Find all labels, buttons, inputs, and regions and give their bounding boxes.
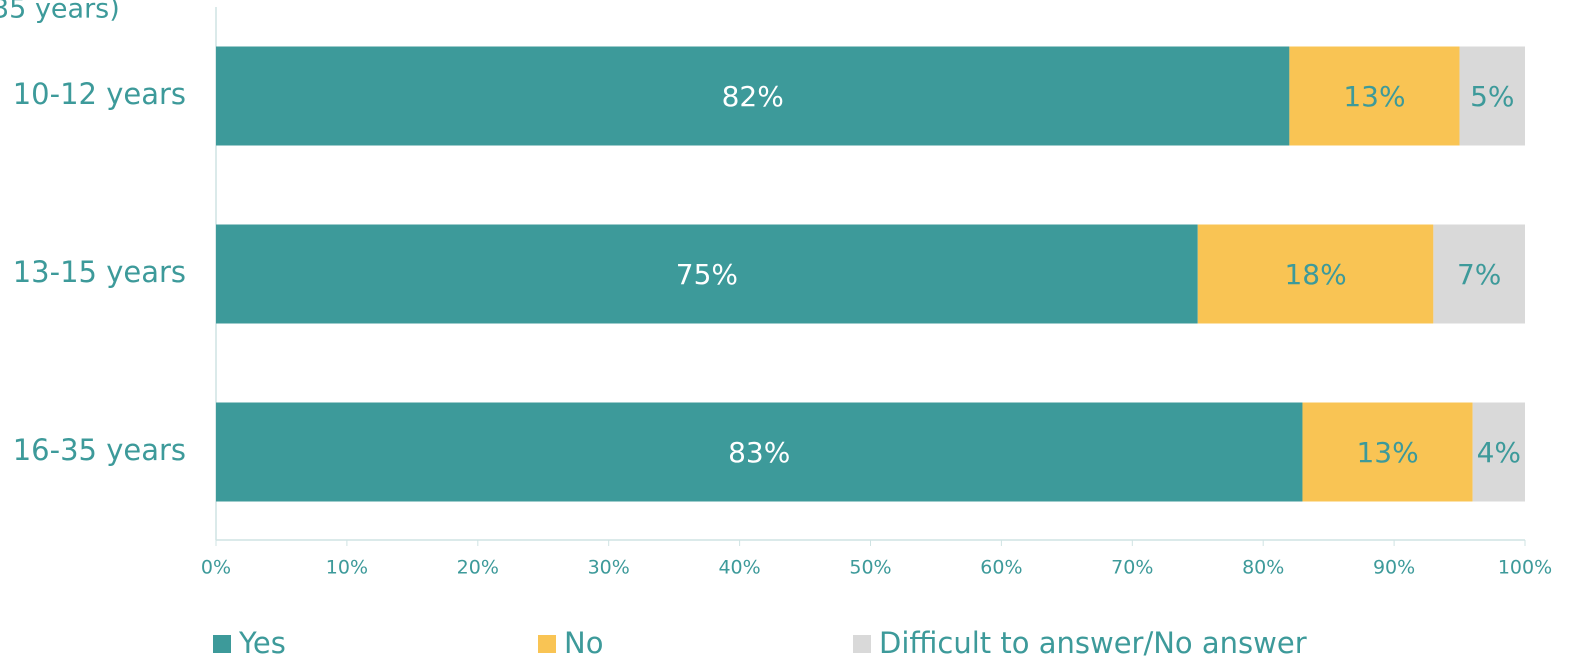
data-label: 5% bbox=[1470, 80, 1514, 113]
x-tick-label: 100% bbox=[1498, 557, 1552, 579]
legend-swatch bbox=[538, 635, 556, 653]
bar-segment bbox=[216, 402, 1303, 502]
x-tick-label: 20% bbox=[457, 557, 499, 579]
y-tick-label: 13-15 years bbox=[13, 255, 186, 289]
chart-subtitle: 35 years) bbox=[0, 0, 120, 25]
x-tick-label: 70% bbox=[1111, 557, 1153, 579]
data-label: 83% bbox=[728, 436, 790, 469]
legend-label: No bbox=[564, 626, 603, 660]
bar-segment bbox=[1433, 224, 1525, 324]
data-label: 7% bbox=[1457, 258, 1501, 291]
bar-segment bbox=[216, 224, 1198, 324]
x-tick-label: 30% bbox=[588, 557, 630, 579]
bar-segment bbox=[1302, 402, 1473, 502]
data-label: 18% bbox=[1284, 258, 1346, 291]
x-tick-label: 0% bbox=[201, 557, 231, 579]
bar-segment bbox=[1472, 402, 1525, 502]
y-tick-label: 10-12 years bbox=[13, 77, 186, 111]
bar-segment bbox=[216, 46, 1290, 146]
x-tick-label: 40% bbox=[718, 557, 760, 579]
bar-segment bbox=[1289, 46, 1460, 146]
legend-swatch bbox=[853, 635, 871, 653]
bar-segment bbox=[1197, 224, 1434, 324]
legend-label: Difficult to answer/No answer bbox=[879, 626, 1307, 660]
data-label: 75% bbox=[676, 258, 738, 291]
x-tick-label: 10% bbox=[326, 557, 368, 579]
x-tick-label: 50% bbox=[849, 557, 891, 579]
x-tick-label: 60% bbox=[980, 557, 1022, 579]
data-label: 13% bbox=[1356, 436, 1418, 469]
data-label: 4% bbox=[1477, 436, 1521, 469]
bar-segment bbox=[1459, 46, 1525, 146]
legend-label: Yes bbox=[238, 626, 286, 660]
data-label: 13% bbox=[1343, 80, 1405, 113]
x-tick-label: 90% bbox=[1373, 557, 1415, 579]
x-tick-label: 80% bbox=[1242, 557, 1284, 579]
legend-swatch bbox=[213, 635, 231, 653]
data-label: 82% bbox=[722, 80, 784, 113]
y-tick-label: 16-35 years bbox=[13, 433, 186, 467]
